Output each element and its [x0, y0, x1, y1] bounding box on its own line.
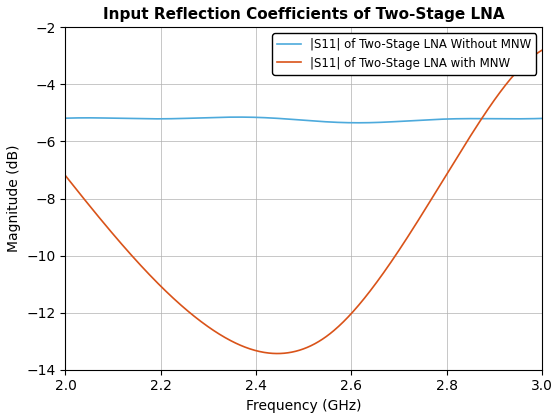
- |S11| of Two-Stage LNA Without MNW: [321, 119, 328, 124]
- |S11| of Two-Stage LNA Without MNW: [290, 117, 296, 122]
- Y-axis label: Magnitude (dB): Magnitude (dB): [7, 145, 21, 252]
- |S11| of Two-Stage LNA with MNW: [454, 155, 460, 160]
- |S11| of Two-Stage LNA with MNW: [62, 173, 69, 178]
- |S11| of Two-Stage LNA with MNW: [290, 349, 296, 354]
- Line: |S11| of Two-Stage LNA Without MNW: |S11| of Two-Stage LNA Without MNW: [66, 117, 542, 123]
- |S11| of Two-Stage LNA Without MNW: [529, 116, 536, 121]
- |S11| of Two-Stage LNA with MNW: [321, 336, 328, 341]
- |S11| of Two-Stage LNA Without MNW: [539, 116, 545, 121]
- |S11| of Two-Stage LNA with MNW: [292, 349, 299, 354]
- |S11| of Two-Stage LNA with MNW: [528, 55, 535, 60]
- X-axis label: Frequency (GHz): Frequency (GHz): [246, 399, 362, 413]
- |S11| of Two-Stage LNA with MNW: [274, 351, 281, 356]
- |S11| of Two-Stage LNA Without MNW: [356, 120, 362, 125]
- Title: Input Reflection Coefficients of Two-Stage LNA: Input Reflection Coefficients of Two-Sta…: [103, 7, 505, 22]
- |S11| of Two-Stage LNA Without MNW: [235, 115, 242, 120]
- |S11| of Two-Stage LNA Without MNW: [455, 116, 461, 121]
- |S11| of Two-Stage LNA Without MNW: [292, 117, 299, 122]
- |S11| of Two-Stage LNA with MNW: [539, 47, 545, 52]
- Legend: |S11| of Two-Stage LNA Without MNW, |S11| of Two-Stage LNA with MNW: |S11| of Two-Stage LNA Without MNW, |S11…: [273, 33, 536, 74]
- |S11| of Two-Stage LNA with MNW: [347, 312, 353, 318]
- Line: |S11| of Two-Stage LNA with MNW: |S11| of Two-Stage LNA with MNW: [66, 50, 542, 354]
- |S11| of Two-Stage LNA Without MNW: [347, 120, 353, 125]
- |S11| of Two-Stage LNA Without MNW: [62, 116, 69, 121]
